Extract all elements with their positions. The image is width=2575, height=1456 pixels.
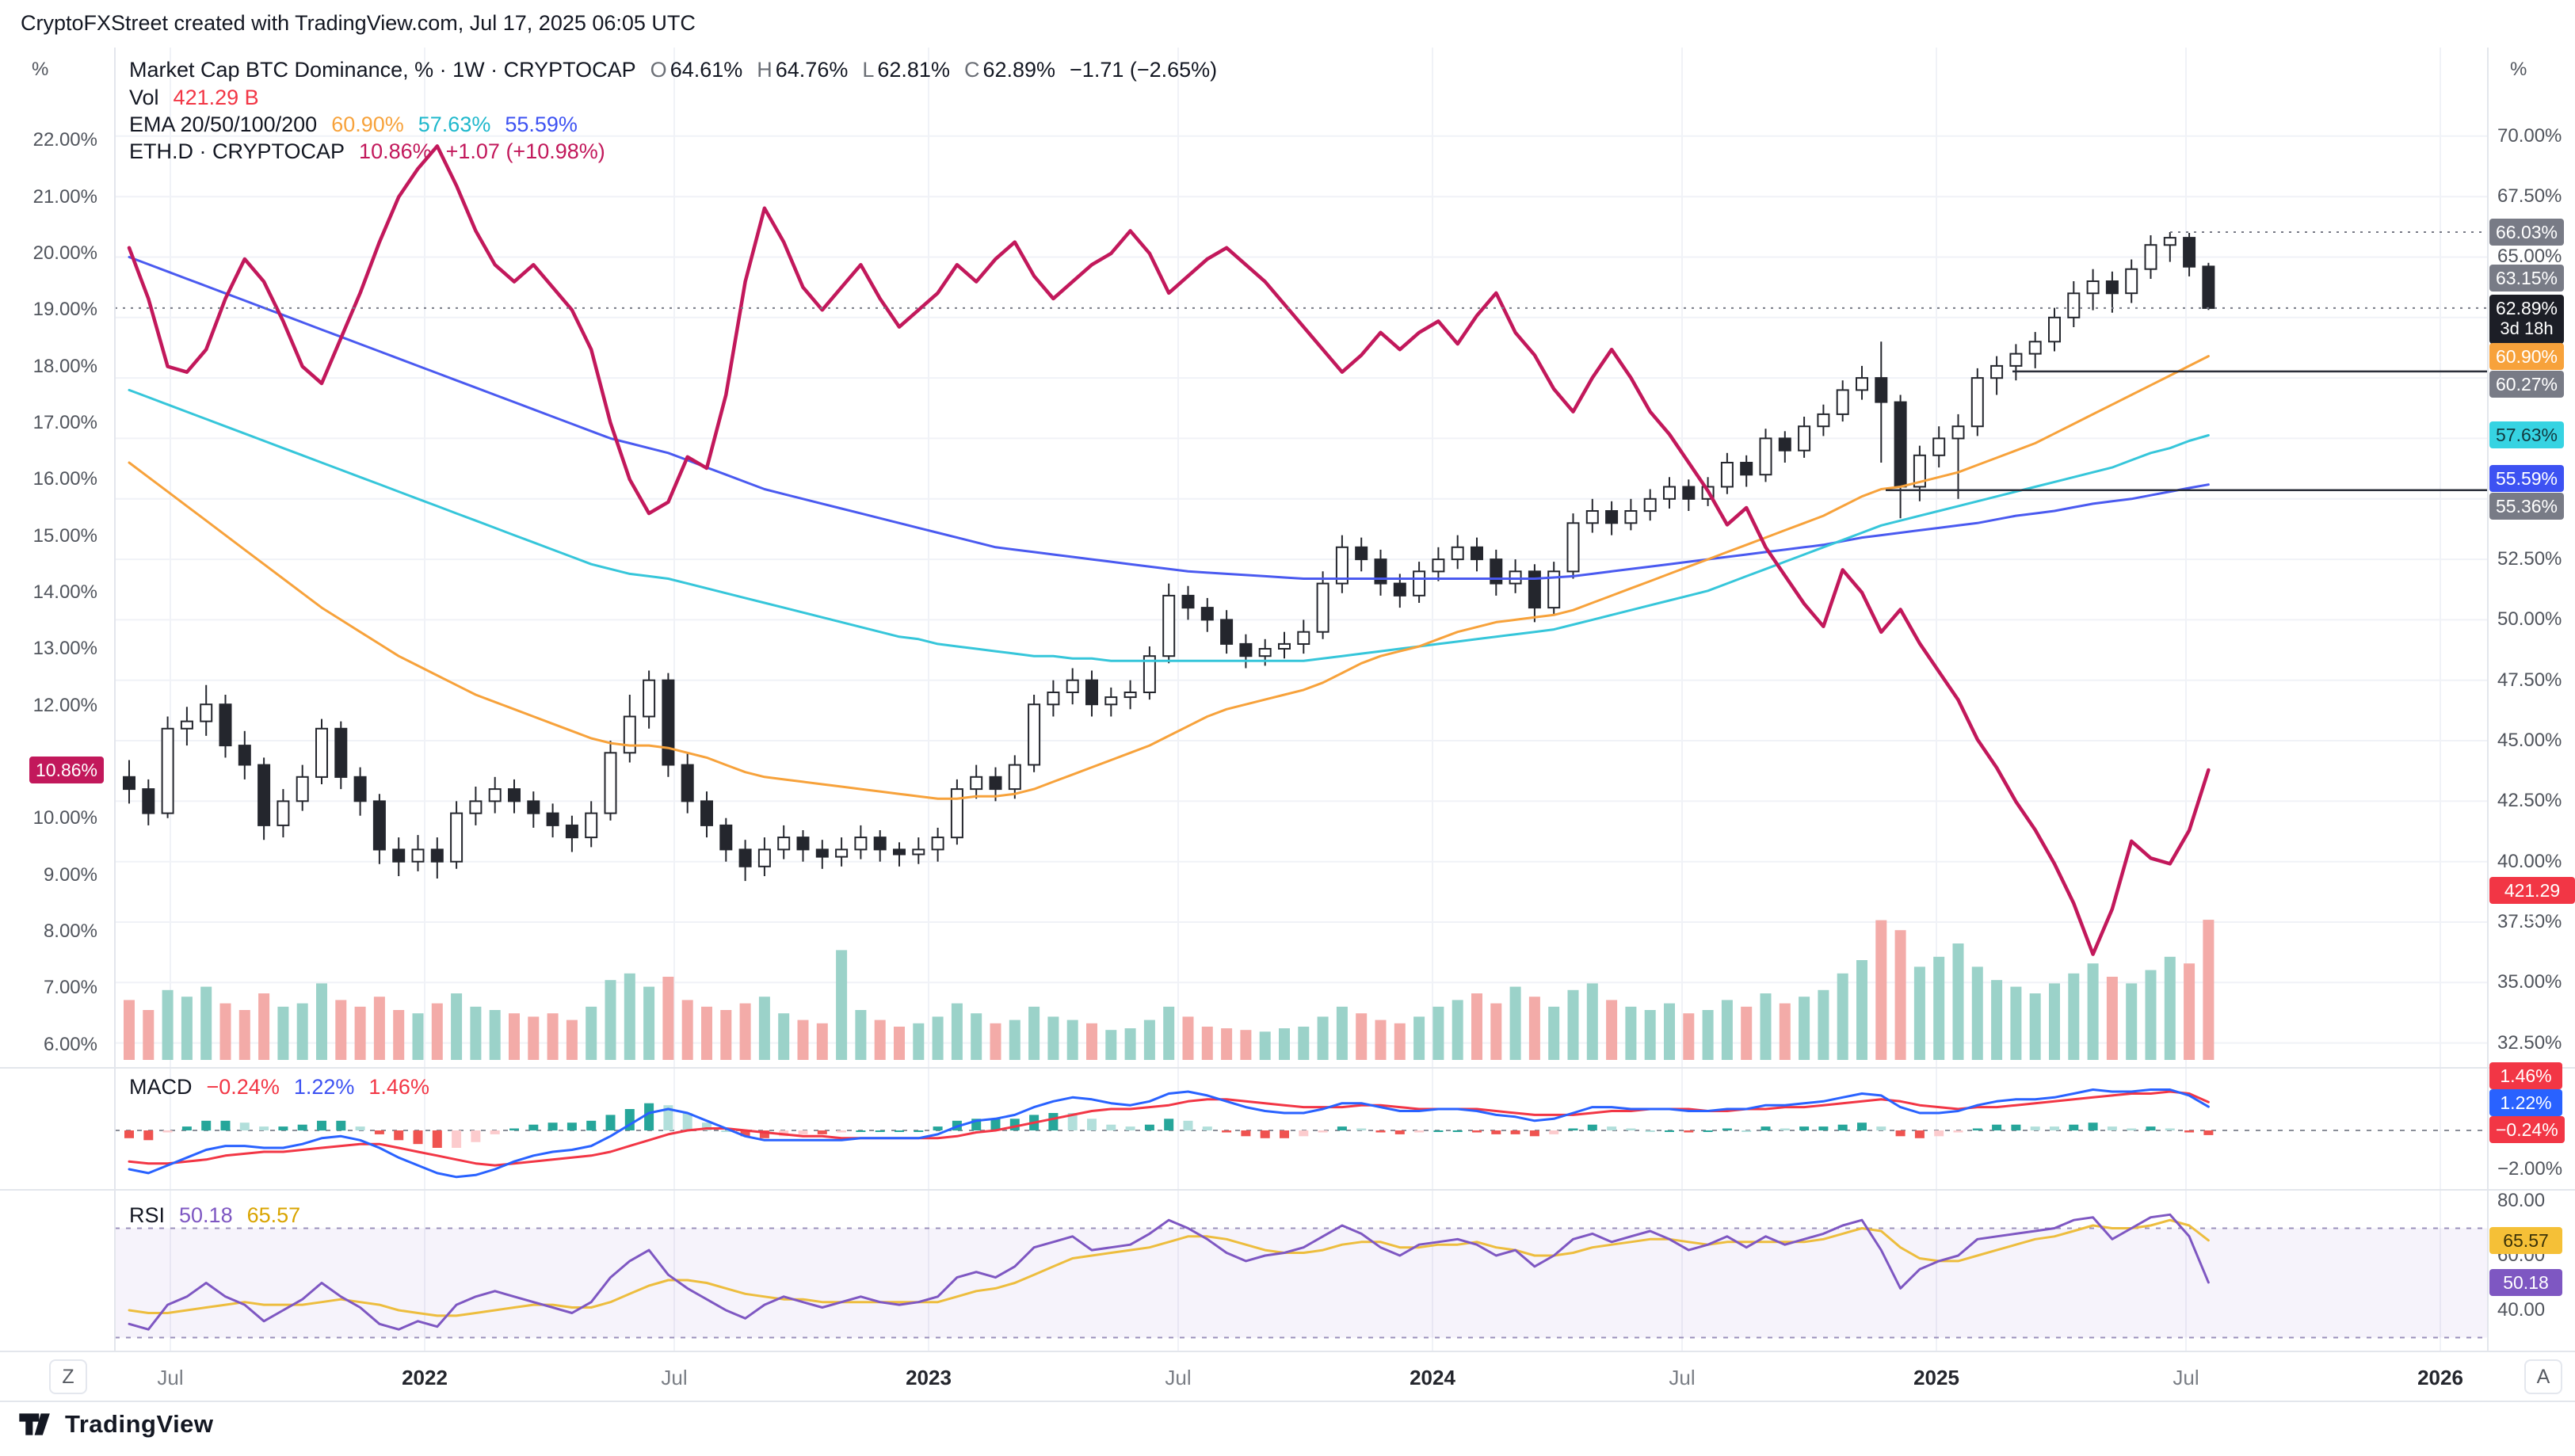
ohlc-high: H 64.76% xyxy=(757,57,849,82)
axis-tick-label: 13.00% xyxy=(32,638,97,660)
macd-line-value: 1.22% xyxy=(293,1074,355,1099)
rsi-ma-value: 65.57 xyxy=(246,1203,301,1227)
ema-legend-row[interactable]: EMA 20/50/100/200 60.90% 57.63% 55.59% xyxy=(129,112,578,137)
axis-tick-label: 67.50% xyxy=(2497,185,2562,208)
ohlc-close: C 62.89% xyxy=(963,57,1056,82)
axis-tick-label: 65.00% xyxy=(2497,246,2562,268)
time-tick-label: Jul xyxy=(1669,1366,1696,1389)
axis-price-badge: 50.18 xyxy=(2489,1269,2562,1296)
countdown-label: 3d 18h xyxy=(2500,318,2554,338)
axis-price-badge: 1.22% xyxy=(2489,1089,2562,1116)
axis-price-badge: 421.29 B xyxy=(2489,877,2575,928)
left-price-axis[interactable]: 22.00% 21.00% 20.00% 19.00% 18.00% 17.00% 16.0… xyxy=(0,0,115,1456)
axis-tick-label: 10.00% xyxy=(32,807,97,829)
axis-tick-label: 35.00% xyxy=(2497,971,2562,993)
axis-tick-label: −2.00% xyxy=(2497,1158,2563,1180)
rsi-label: RSI xyxy=(129,1203,166,1227)
axis-tick-label: 8.00% xyxy=(43,920,97,943)
axis-price-badge: 1.46% xyxy=(2489,1062,2562,1089)
right-price-axis[interactable]: 70.00% 67.50% 65.00% 52.50% 50.00% 47.50% 45.0… xyxy=(2488,0,2575,1456)
time-tick-label: 2025 xyxy=(1913,1366,1959,1389)
axis-tick-label: 40.00% xyxy=(2497,850,2562,872)
ethd-legend-row[interactable]: ETH.D · CRYPTOCAP 10.86% +1.07 (+10.98%) xyxy=(129,139,605,164)
macd-hist-value: −0.24% xyxy=(206,1074,280,1099)
macd-signal-value: 1.46% xyxy=(368,1074,429,1099)
axis-price-badge: 66.03% xyxy=(2489,219,2565,246)
time-tick-label: Jul xyxy=(661,1366,688,1389)
ethd-value: 10.86% xyxy=(359,139,432,163)
axis-price-badge: 60.90% xyxy=(2489,342,2565,370)
axis-price-badge: 62.89% 3d 18h xyxy=(2489,294,2565,344)
time-tick-label: 2026 xyxy=(2417,1366,2463,1389)
axis-tick-label: 32.50% xyxy=(2497,1031,2562,1054)
axis-tick-label: 15.00% xyxy=(32,524,97,547)
axis-tick-label: 22.00% xyxy=(32,129,97,151)
axis-price-badge: −0.24% xyxy=(2489,1116,2565,1143)
macd-label: MACD xyxy=(129,1074,193,1099)
axis-price-badge: 55.36% xyxy=(2489,492,2565,520)
time-tick-label: 2023 xyxy=(906,1366,952,1389)
left-axis-unit[interactable]: % xyxy=(32,59,49,80)
macd-legend-row[interactable]: MACD −0.24% 1.22% 1.46% xyxy=(129,1074,429,1100)
axis-tick-label: 12.00% xyxy=(32,694,97,716)
axis-tick-label: 21.00% xyxy=(32,185,97,208)
time-tick-label: Jul xyxy=(1165,1366,1192,1389)
axis-tick-label: 40.00 xyxy=(2497,1299,2546,1321)
axis-price-badge: 55.59% xyxy=(2489,464,2565,492)
axis-price-badge: 63.15% xyxy=(2489,264,2565,292)
timezone-button[interactable]: Z xyxy=(49,1359,87,1394)
axis-tick-label: 50.00% xyxy=(2497,608,2562,631)
volume-label: Vol xyxy=(129,85,159,109)
axis-tick-label: 37.50% xyxy=(2497,910,2562,934)
axis-tick-label: 70.00% xyxy=(2497,124,2562,147)
axis-tick-label: 47.50% xyxy=(2497,669,2562,691)
axis-price-badge: 10.86% xyxy=(29,757,104,783)
axis-tick-label: 52.50% xyxy=(2497,548,2562,570)
axis-tick-label: 42.50% xyxy=(2497,790,2562,812)
volume-legend-row[interactable]: Vol 421.29 B xyxy=(129,85,259,110)
ema50-value: 60.90% xyxy=(331,112,404,136)
axis-tick-label: 6.00% xyxy=(43,1033,97,1055)
right-axis-unit[interactable]: % xyxy=(2510,59,2527,80)
axis-tick-label: 45.00% xyxy=(2497,730,2562,752)
axis-tick-label: 16.00% xyxy=(32,468,97,490)
ema200-value: 55.59% xyxy=(505,112,578,136)
axis-price-badge: 65.57 xyxy=(2489,1227,2562,1254)
axis-tick-label: 80.00 xyxy=(2497,1190,2546,1211)
axis-price-badge: 60.27% xyxy=(2489,370,2565,398)
ethd-change: +1.07 (+10.98%) xyxy=(445,139,605,163)
axis-tick-label: 19.00% xyxy=(32,299,97,321)
autoscale-button[interactable]: A xyxy=(2524,1359,2562,1394)
rsi-legend-row[interactable]: RSI 50.18 65.57 xyxy=(129,1203,300,1228)
axis-tick-label: 17.00% xyxy=(32,411,97,433)
axis-tick-label: 9.00% xyxy=(43,863,97,886)
volume-value: 421.29 B xyxy=(173,85,259,109)
footer-brand[interactable]: TradingView xyxy=(65,1410,214,1438)
time-axis[interactable]: Z A Jul 2022 Jul 2023 Jul 2024 Jul 2025 Jul 2026 xyxy=(0,1351,2575,1401)
ohlc-open: O 64.61% xyxy=(650,57,743,82)
time-tick-label: 2024 xyxy=(1410,1366,1455,1389)
axis-tick-label: 20.00% xyxy=(32,242,97,264)
rsi-value: 50.18 xyxy=(179,1203,233,1227)
header-attribution: CryptoFXStreet created with TradingView.… xyxy=(21,11,696,35)
time-tick-label: Jul xyxy=(157,1366,184,1389)
symbol-title[interactable]: Market Cap BTC Dominance, % · 1W · CRYPT… xyxy=(129,57,636,82)
time-tick-label: 2022 xyxy=(402,1366,448,1389)
ohlc-low: L 62.81% xyxy=(862,57,950,82)
axis-tick-label: 18.00% xyxy=(32,355,97,377)
symbol-legend-row[interactable]: Market Cap BTC Dominance, % · 1W · CRYPT… xyxy=(129,57,1217,82)
axis-price-badge: 57.63% xyxy=(2489,421,2565,449)
axis-tick-label: 7.00% xyxy=(43,977,97,999)
ethd-label: ETH.D · CRYPTOCAP xyxy=(129,139,345,163)
price-change: −1.71 (−2.65%) xyxy=(1070,57,1218,82)
ema100-value: 57.63% xyxy=(418,112,491,136)
axis-tick-label: 14.00% xyxy=(32,581,97,603)
tradingview-logo-icon[interactable] xyxy=(19,1411,55,1438)
footer: TradingView xyxy=(19,1410,214,1439)
ema-label: EMA 20/50/100/200 xyxy=(129,112,318,136)
time-tick-label: Jul xyxy=(2173,1366,2199,1389)
